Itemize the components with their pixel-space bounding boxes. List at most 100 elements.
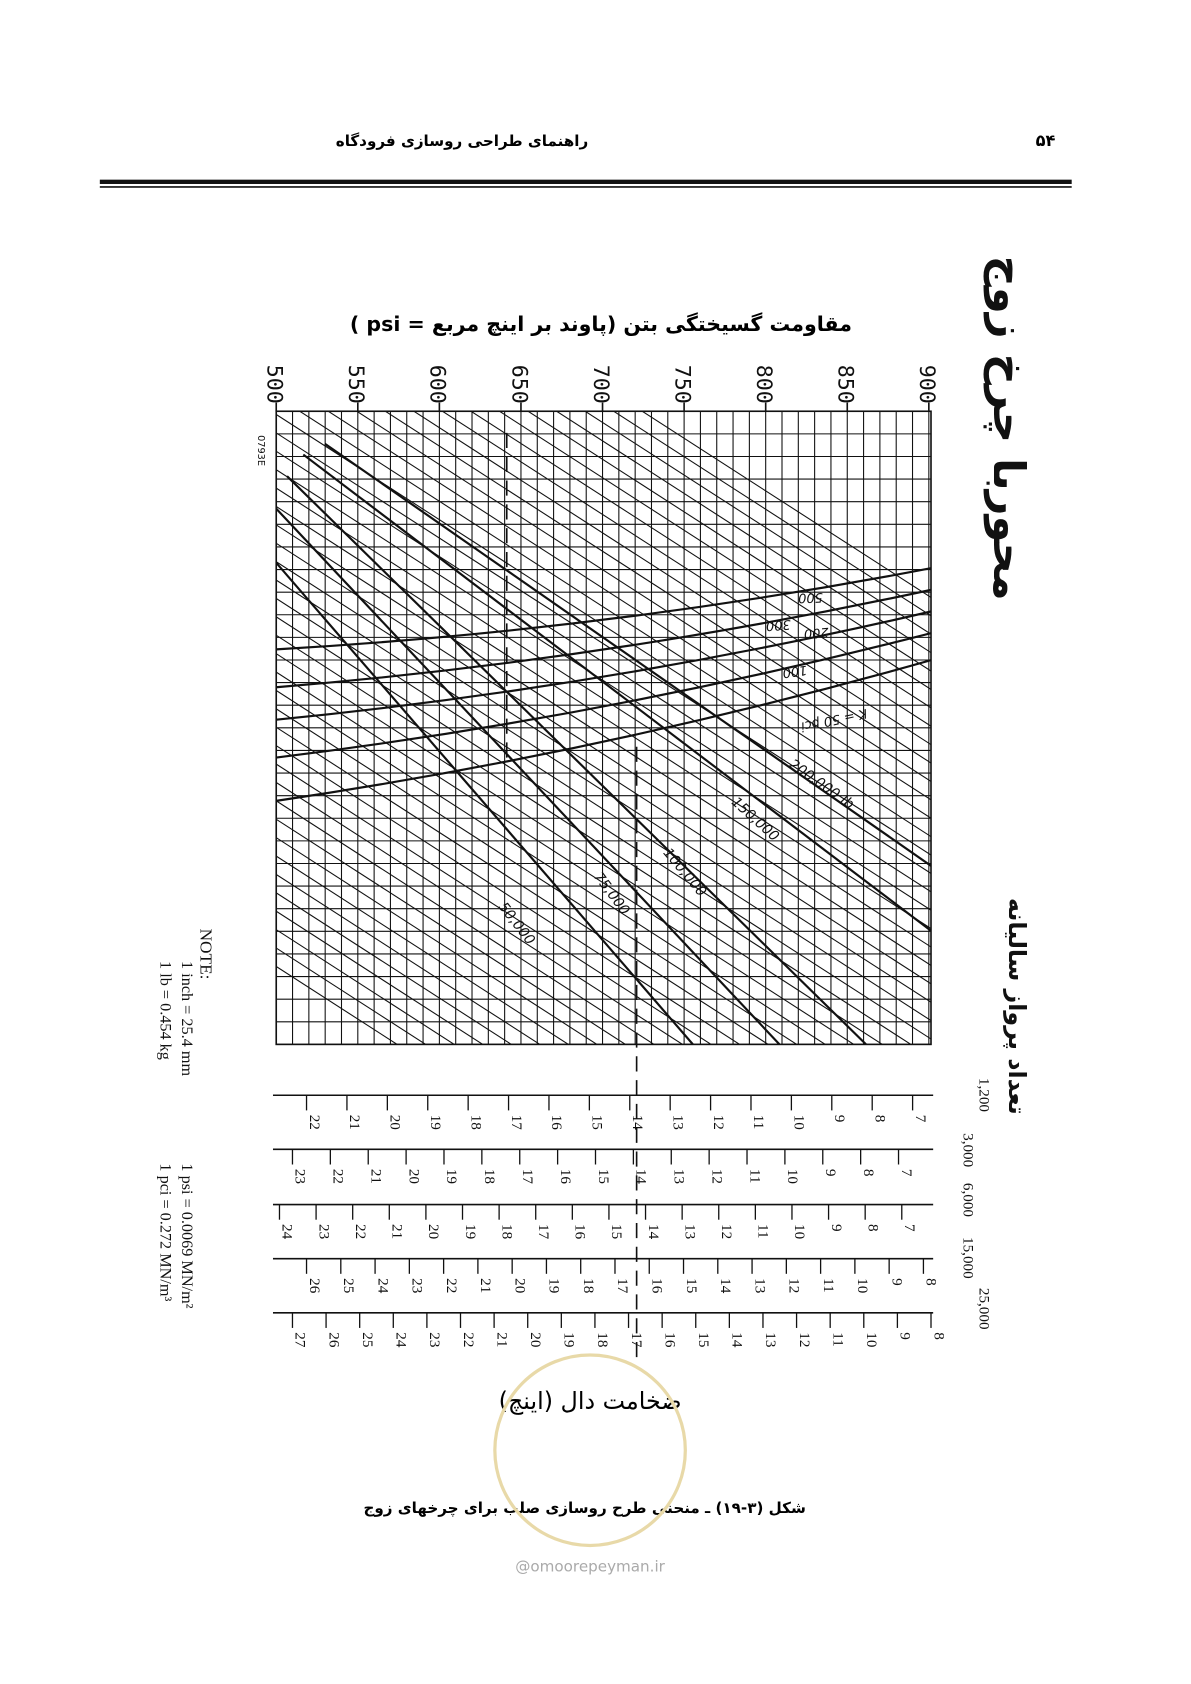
diagonal-line — [276, 966, 399, 1045]
load-line — [276, 562, 694, 1045]
note-line: 1 inch = 25.4 mm — [178, 961, 196, 1076]
thickness-tick-label: 9 — [888, 1278, 905, 1286]
diagonal-line — [276, 506, 932, 930]
thickness-tick-label: 12 — [796, 1332, 813, 1347]
flexural-tick-label: 800 — [751, 365, 776, 404]
thickness-tick-label: 23 — [426, 1332, 443, 1347]
thickness-tick-label: 18 — [481, 1169, 498, 1184]
thickness-tick-label: 24 — [279, 1224, 296, 1240]
diagonal-line — [276, 561, 932, 985]
diagonal-line — [276, 653, 884, 1045]
thickness-tick-label: 9 — [897, 1332, 914, 1340]
watermark-logo — [493, 1353, 687, 1548]
thickness-tick-label: 16 — [557, 1169, 574, 1185]
note-line: 1 psi = 0.0069 MN/m² — [178, 1163, 196, 1308]
diagonal-line — [498, 411, 932, 690]
thickness-tick-label: 10 — [784, 1169, 801, 1184]
frame — [275, 410, 932, 1046]
departures-label: 1,200 — [976, 1078, 993, 1112]
thickness-tick-label: 21 — [493, 1332, 510, 1347]
thickness-tick-label: 15 — [589, 1115, 606, 1130]
thickness-tick-label: 11 — [820, 1278, 837, 1293]
diagonal-line — [276, 432, 932, 856]
departures-label: 6,000 — [959, 1183, 976, 1217]
load-label: 200,000 lb — [786, 756, 857, 812]
diagonal-line — [584, 411, 932, 635]
thickness-tick-label: 20 — [387, 1115, 404, 1130]
diagonal-line — [276, 947, 427, 1045]
thickness-tick-label: 22 — [460, 1332, 477, 1347]
k-curve — [276, 567, 932, 651]
diagonal-line — [276, 782, 684, 1045]
k-curve — [276, 659, 932, 802]
thickness-tick-label: 24 — [374, 1278, 391, 1294]
flexural-tick-label: 600 — [425, 365, 450, 404]
thickness-tick-label: 21 — [367, 1169, 384, 1184]
thickness-tick-label: 23 — [292, 1169, 309, 1184]
diagonals — [276, 411, 932, 1045]
thickness-tick-label: 21 — [477, 1278, 494, 1293]
diagonal-line — [276, 855, 570, 1045]
load-label: 75,000 — [590, 869, 632, 918]
diagonal-line — [276, 690, 827, 1045]
thickness-tick-label: 16 — [548, 1115, 565, 1131]
thickness-tick-label: 25 — [340, 1278, 357, 1293]
nomograph — [272, 402, 934, 1359]
diagonal-line — [276, 800, 655, 1045]
thickness-tick-label: 19 — [462, 1224, 479, 1239]
thickness-title: ضخامت دال (اینچ) — [499, 1387, 682, 1415]
header-rule — [99, 186, 1072, 188]
thickness-tick-label: 10 — [854, 1278, 871, 1293]
diagonal-line — [276, 818, 627, 1045]
diagonal-line — [276, 745, 741, 1045]
diagonal-line — [276, 726, 770, 1045]
diagonal-line — [276, 837, 598, 1045]
thickness-tick-label: 22 — [330, 1169, 347, 1184]
side-title: محوربا چرخ زوج — [983, 256, 1033, 601]
thickness-tick-label: 14 — [729, 1332, 746, 1348]
thickness-tick-label: 7 — [901, 1224, 918, 1232]
thickness-tick-label: 23 — [315, 1224, 332, 1239]
thickness-tick-label: 22 — [352, 1224, 369, 1239]
load-line — [302, 453, 932, 932]
load-line — [324, 442, 932, 867]
diagonal-line — [641, 411, 932, 598]
diagonal-line — [276, 874, 541, 1045]
thickness-tick-label: 12 — [708, 1169, 725, 1184]
thickness-tick-label: 15 — [695, 1332, 712, 1347]
diagonal-line — [355, 411, 932, 782]
thickness-tick-label: 8 — [864, 1224, 881, 1232]
diagonal-line — [612, 411, 932, 617]
diagonal-line — [276, 524, 932, 948]
k-curve — [276, 610, 932, 721]
thickness-tick-label: 21 — [389, 1224, 406, 1239]
thickness-tick-label: 8 — [923, 1278, 940, 1286]
k-curve — [276, 588, 932, 689]
thickness-tick-label: 19 — [546, 1278, 563, 1293]
thickness-tick-label: 15 — [683, 1278, 700, 1293]
thickness-tick-label: 17 — [535, 1224, 552, 1240]
thickness-tick-label: 20 — [527, 1332, 544, 1347]
flexural-tick-label: 550 — [343, 365, 368, 404]
thickness-tick-label: 9 — [831, 1115, 848, 1123]
page-number: ۵۴ — [1036, 131, 1056, 150]
diagonal-line — [276, 616, 932, 1040]
thickness-tick-label: 24 — [393, 1332, 410, 1348]
flexural-tick-label: 500 — [262, 365, 287, 404]
thickness-tick-label: 20 — [425, 1224, 442, 1239]
diagonal-line — [276, 542, 932, 966]
diagonal-line — [276, 634, 912, 1045]
departures-label: 3,000 — [959, 1133, 976, 1167]
thickness-tick-label: 9 — [822, 1169, 839, 1177]
thickness-tick-label: 16 — [648, 1278, 665, 1294]
thickness-tick-label: 14 — [717, 1278, 734, 1294]
thickness-tick-label: 18 — [498, 1224, 515, 1239]
watermark: @omoorepeyman.ir — [515, 1557, 665, 1575]
thickness-tick-label: 25 — [359, 1332, 376, 1347]
thickness-tick-label: 18 — [467, 1115, 484, 1130]
diagonal-line — [527, 411, 932, 672]
thickness-tick-label: 14 — [645, 1224, 662, 1240]
thickness-tick-label: 10 — [791, 1115, 808, 1130]
thickness-tick-label: 18 — [580, 1278, 597, 1293]
